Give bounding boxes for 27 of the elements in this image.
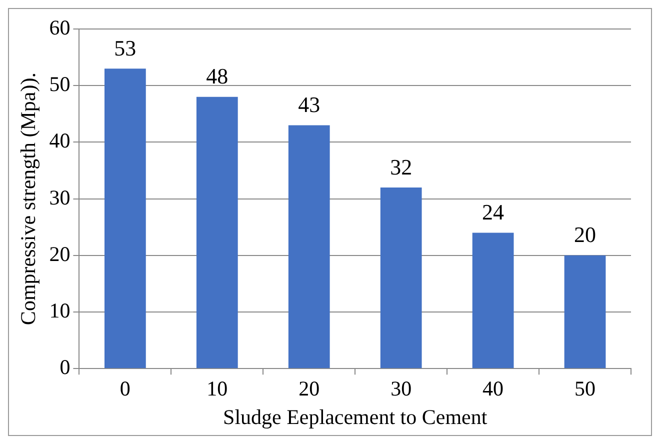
y-tick-label: 60 — [49, 16, 70, 40]
y-tick-label: 20 — [49, 242, 70, 266]
x-tick-label: 10 — [206, 376, 228, 401]
data-label: 20 — [574, 222, 596, 248]
x-tick-label: 40 — [482, 376, 504, 401]
bar — [196, 96, 238, 368]
y-axis-title: Compressive strength (Mpa)). — [16, 72, 40, 326]
x-tick-label: 0 — [120, 376, 130, 401]
data-label: 43 — [298, 92, 320, 117]
bar — [380, 187, 422, 368]
x-tick-label: 30 — [390, 376, 412, 401]
x-axis-title: Sludge Eeplacement to Cement — [223, 404, 488, 429]
y-tick-label: 50 — [49, 72, 70, 96]
data-label: 24 — [482, 200, 504, 225]
bar — [564, 255, 606, 368]
y-tick-label: 30 — [49, 185, 70, 210]
y-tick-label: 0 — [60, 355, 70, 380]
y-tick-label: 10 — [49, 298, 70, 323]
data-label: 32 — [390, 154, 412, 180]
y-tick-label: 40 — [49, 128, 70, 153]
data-label: 53 — [114, 35, 136, 60]
bar — [288, 125, 330, 368]
data-label: 48 — [206, 64, 228, 89]
x-tick-label: 20 — [298, 376, 320, 401]
bar — [472, 232, 514, 368]
x-tick-label: 50 — [574, 376, 596, 401]
bar — [104, 68, 146, 368]
